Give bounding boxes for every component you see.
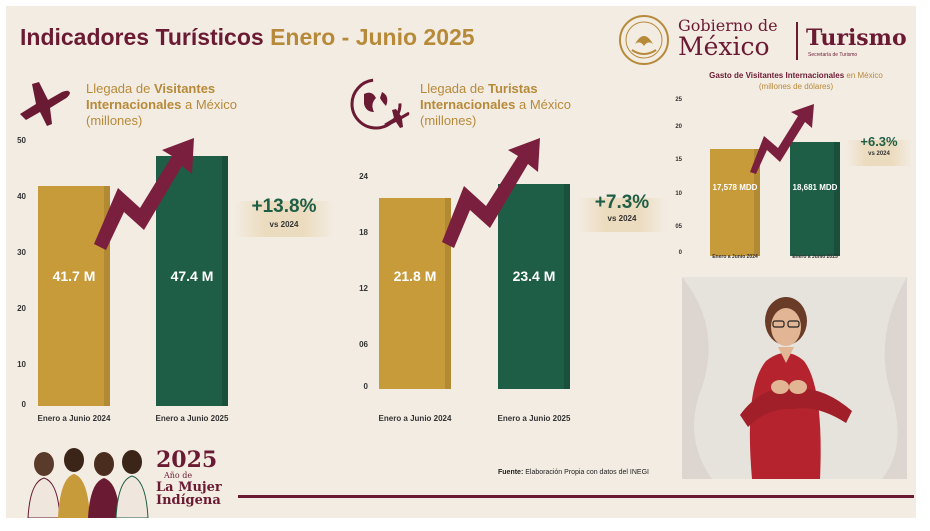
c2-category-2025: Enero a Junio 2025 — [497, 414, 571, 423]
c2-change-note: vs 2024 — [607, 214, 637, 223]
c1-category-2024: Enero a Junio 2024 — [37, 414, 111, 423]
c1-ytick: 0 — [21, 400, 26, 409]
c3-value-2024: 17,578 MDD — [712, 183, 758, 192]
c1-change-percent: +13.8% — [251, 196, 317, 217]
gobierno-logo: Gobierno de México Turismo Secretaría de… — [618, 12, 914, 70]
c2-ytick: 06 — [359, 340, 368, 349]
title-main: Indicadores Turísticos — [20, 24, 264, 50]
c1-change-note: vs 2024 — [269, 220, 299, 229]
c1-ytick: 40 — [17, 192, 26, 201]
logo-divider — [796, 22, 798, 60]
page-title: Indicadores Turísticos Enero - Junio 202… — [20, 24, 475, 51]
airplane-icon — [20, 82, 70, 126]
c2-ytick: 24 — [359, 172, 368, 181]
c2-change-percent: +7.3% — [594, 192, 650, 213]
c1-ytick: 30 — [17, 248, 26, 257]
c2-bar-2025 — [498, 184, 570, 389]
c1-ytick: 50 — [17, 136, 26, 145]
c3-bar-2025 — [790, 142, 840, 256]
year-of-indigenous-woman: 2025 Año de La Mujer Indígena — [156, 447, 222, 508]
source-note: Fuente: Elaboración Propia con datos del… — [498, 469, 649, 476]
c3-ytick: 25 — [675, 97, 682, 103]
c3-growth-arrow-icon — [750, 104, 814, 174]
c2-change-ribbon — [578, 198, 666, 232]
c1-growth-arrow-icon — [94, 138, 194, 250]
c1-value-2024: 41.7 M — [52, 268, 96, 284]
c1-value-2025: 47.4 M — [170, 268, 214, 284]
c3-ytick: 10 — [675, 191, 682, 197]
c2-value-2025: 23.4 M — [512, 268, 556, 284]
c1-ytick: 20 — [17, 304, 26, 313]
c3-category-2025: Enero a Junio 2025 — [792, 254, 838, 260]
c2-category-2024: Enero a Junio 2024 — [378, 414, 452, 423]
c1-change-ribbon — [234, 201, 334, 237]
sign-language-interpreter-video — [682, 277, 907, 479]
c3-change-percent: +6.3% — [860, 134, 898, 149]
c1-bar-2025 — [156, 155, 228, 406]
logo-turismo: Turismo — [806, 25, 907, 51]
logo-mexico: México — [678, 32, 770, 61]
interpreter-figure — [682, 277, 907, 479]
c1-ytick: 10 — [17, 360, 26, 369]
c3-ytick: 20 — [675, 124, 682, 130]
c3-bar-2024 — [710, 149, 760, 256]
c3-ytick: 05 — [675, 224, 682, 230]
c3-value-2025: 18,681 MDD — [792, 183, 838, 192]
indigenous-women-illustration — [27, 448, 149, 518]
section-2-title: Llegada de Turistas Internacionales a Mé… — [420, 81, 572, 128]
national-seal-icon — [619, 15, 669, 65]
c3-ytick: 15 — [675, 157, 682, 163]
section-3-title: Gasto de Visitantes Internacionales en M… — [709, 71, 883, 91]
c3-change-ribbon — [846, 140, 912, 166]
c1-category-2025: Enero a Junio 2025 — [155, 414, 229, 423]
logo-gobierno-de: Gobierno de — [678, 16, 778, 35]
c3-change-note: vs 2024 — [868, 151, 890, 157]
c2-value-2024: 21.8 M — [393, 268, 437, 284]
logo-secretaria: Secretaría de Turismo — [808, 52, 858, 58]
title-period: Enero - Junio 2025 — [270, 24, 475, 50]
c3-category-2024: Enero a Junio 2024 — [712, 254, 758, 260]
c2-ytick: 18 — [359, 228, 368, 237]
c2-ytick: 0 — [363, 382, 368, 391]
section-1-title: Llegada de Visitantes Internacionales a … — [86, 81, 238, 128]
c2-bar-2024 — [379, 198, 451, 389]
c2-growth-arrow-icon — [442, 138, 540, 248]
footer-line — [238, 495, 914, 498]
c3-ytick: 0 — [678, 250, 682, 256]
slide: Indicadores Turísticos Enero - Junio 202… — [6, 6, 916, 518]
globe-plane-icon — [350, 78, 410, 130]
c1-bar-2024 — [38, 185, 110, 406]
c2-ytick: 12 — [359, 284, 368, 293]
